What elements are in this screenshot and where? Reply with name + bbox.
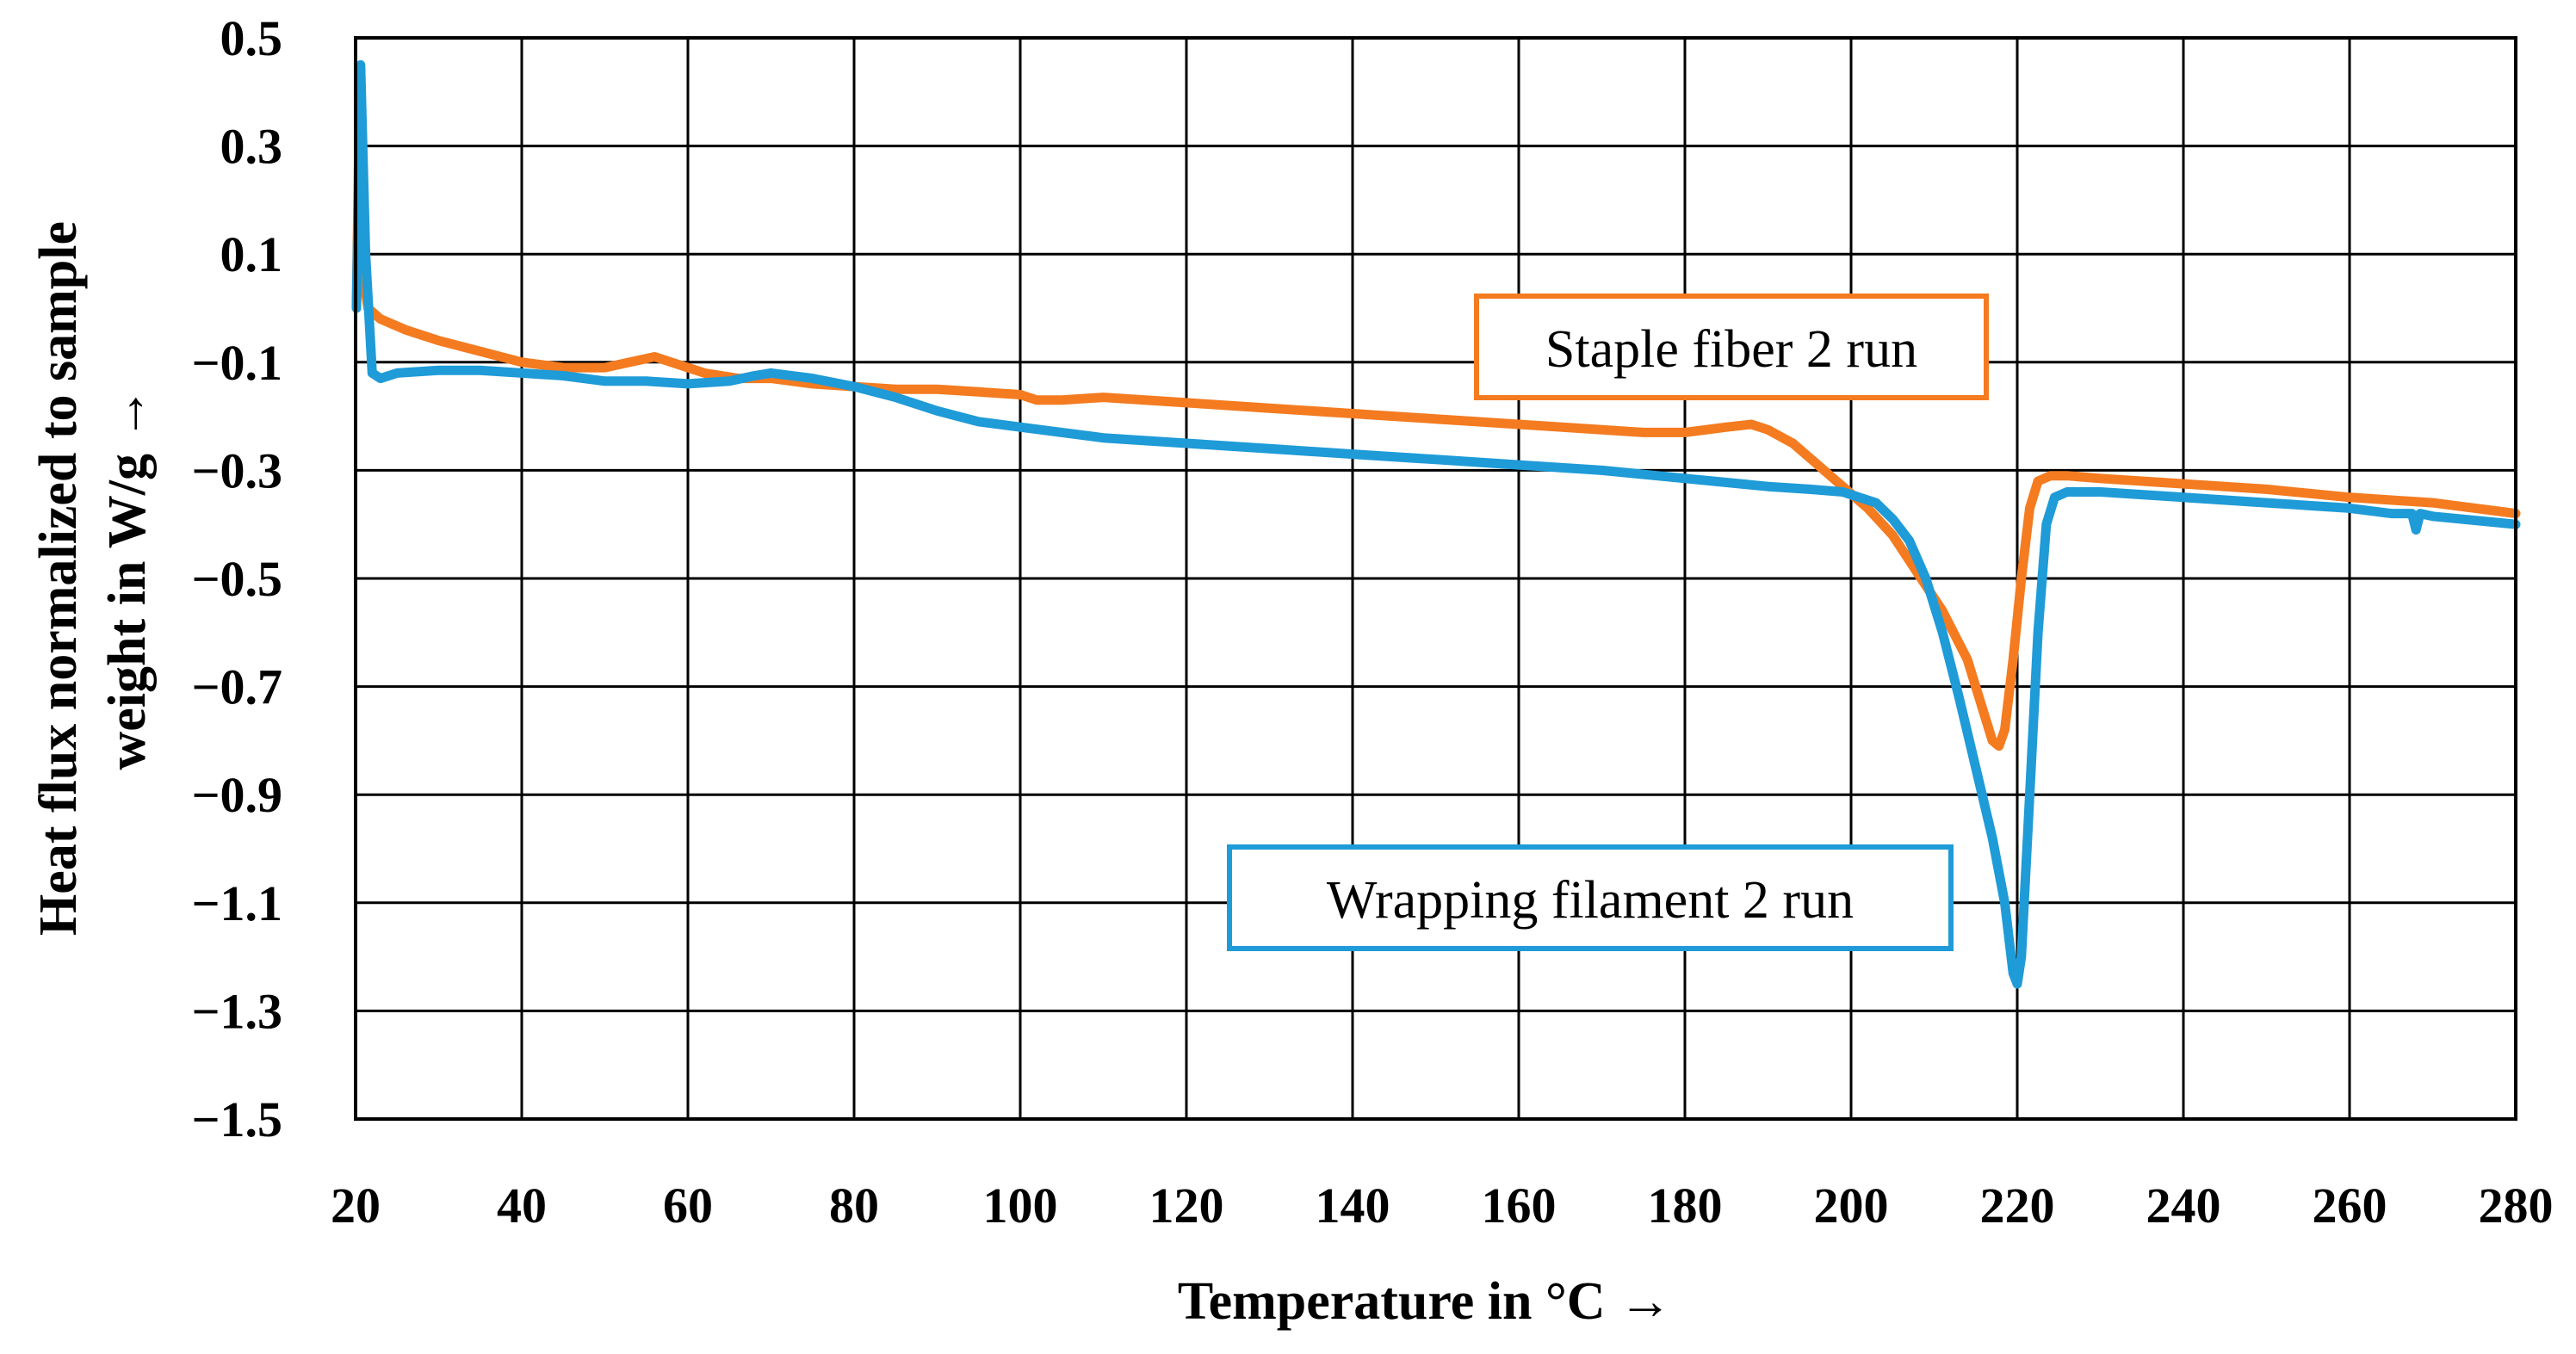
y-tick-label: −0.9 [191,767,282,823]
annotation-staple-fiber-box [1474,294,1989,400]
x-tick-label: 40 [497,1178,547,1233]
x-tick-label: 240 [2146,1178,2221,1233]
y-tick-label: 0.3 [220,119,283,175]
y-tick-label: −0.3 [191,442,282,498]
y-axis-title-line-2: weight in W/g → [98,387,157,770]
x-tick-label: 60 [663,1178,713,1233]
x-tick-label: 120 [1149,1178,1224,1233]
plot-frame [354,36,2517,1121]
x-tick-label: 260 [2313,1178,2387,1233]
x-tick-label: 200 [1814,1178,1889,1233]
annotation-wrapping-filament-box [1227,844,1954,951]
y-axis-title-line-1: Heat flux normalized to sample [29,221,88,936]
series-group [351,59,2521,989]
annotation-staple-fiber-label: Staple fiber 2 run [1545,320,1917,379]
x-tick-labels: 20 40 60 80 100 120 140 160 180 200 220 240 260 280 [331,1178,2554,1233]
annotation-wrapping-filament: Wrapping filament 2 run [1227,844,1954,951]
x-axis-title: Temperature in °C → [1178,1272,1672,1331]
annotation-staple-fiber: Staple fiber 2 run [1474,294,1989,400]
y-tick-labels: 0.5 0.3 0.1 −0.1 −0.3 −0.5 −0.7 −0.9 −1.1 −1.3 −1.… [191,10,282,1147]
y-tick-label: −0.5 [191,551,282,607]
y-tick-label: −1.5 [191,1091,282,1147]
y-axis-title: Heat flux normalized to sample weight in… [29,221,157,936]
x-tick-label: 140 [1316,1178,1390,1233]
annotation-wrapping-filament-label: Wrapping filament 2 run [1327,871,1854,930]
y-tick-label: −0.1 [191,335,282,391]
series-line-0 [351,76,2521,751]
series-line-1 [351,59,2521,989]
y-tick-label: −1.1 [191,875,282,931]
x-tick-label: 160 [1482,1178,1557,1233]
x-tick-label: 280 [2479,1178,2554,1233]
x-tick-label: 20 [331,1178,381,1233]
grid [356,38,2516,1119]
y-tick-label: 0.5 [220,10,283,66]
x-tick-label: 180 [1648,1178,1723,1233]
x-tick-label: 80 [829,1178,879,1233]
y-tick-label: 0.1 [220,226,283,282]
x-tick-label: 100 [983,1178,1058,1233]
x-tick-label: 220 [1980,1178,2055,1233]
y-tick-label: −0.7 [191,659,282,715]
y-tick-label: −1.3 [191,983,282,1039]
